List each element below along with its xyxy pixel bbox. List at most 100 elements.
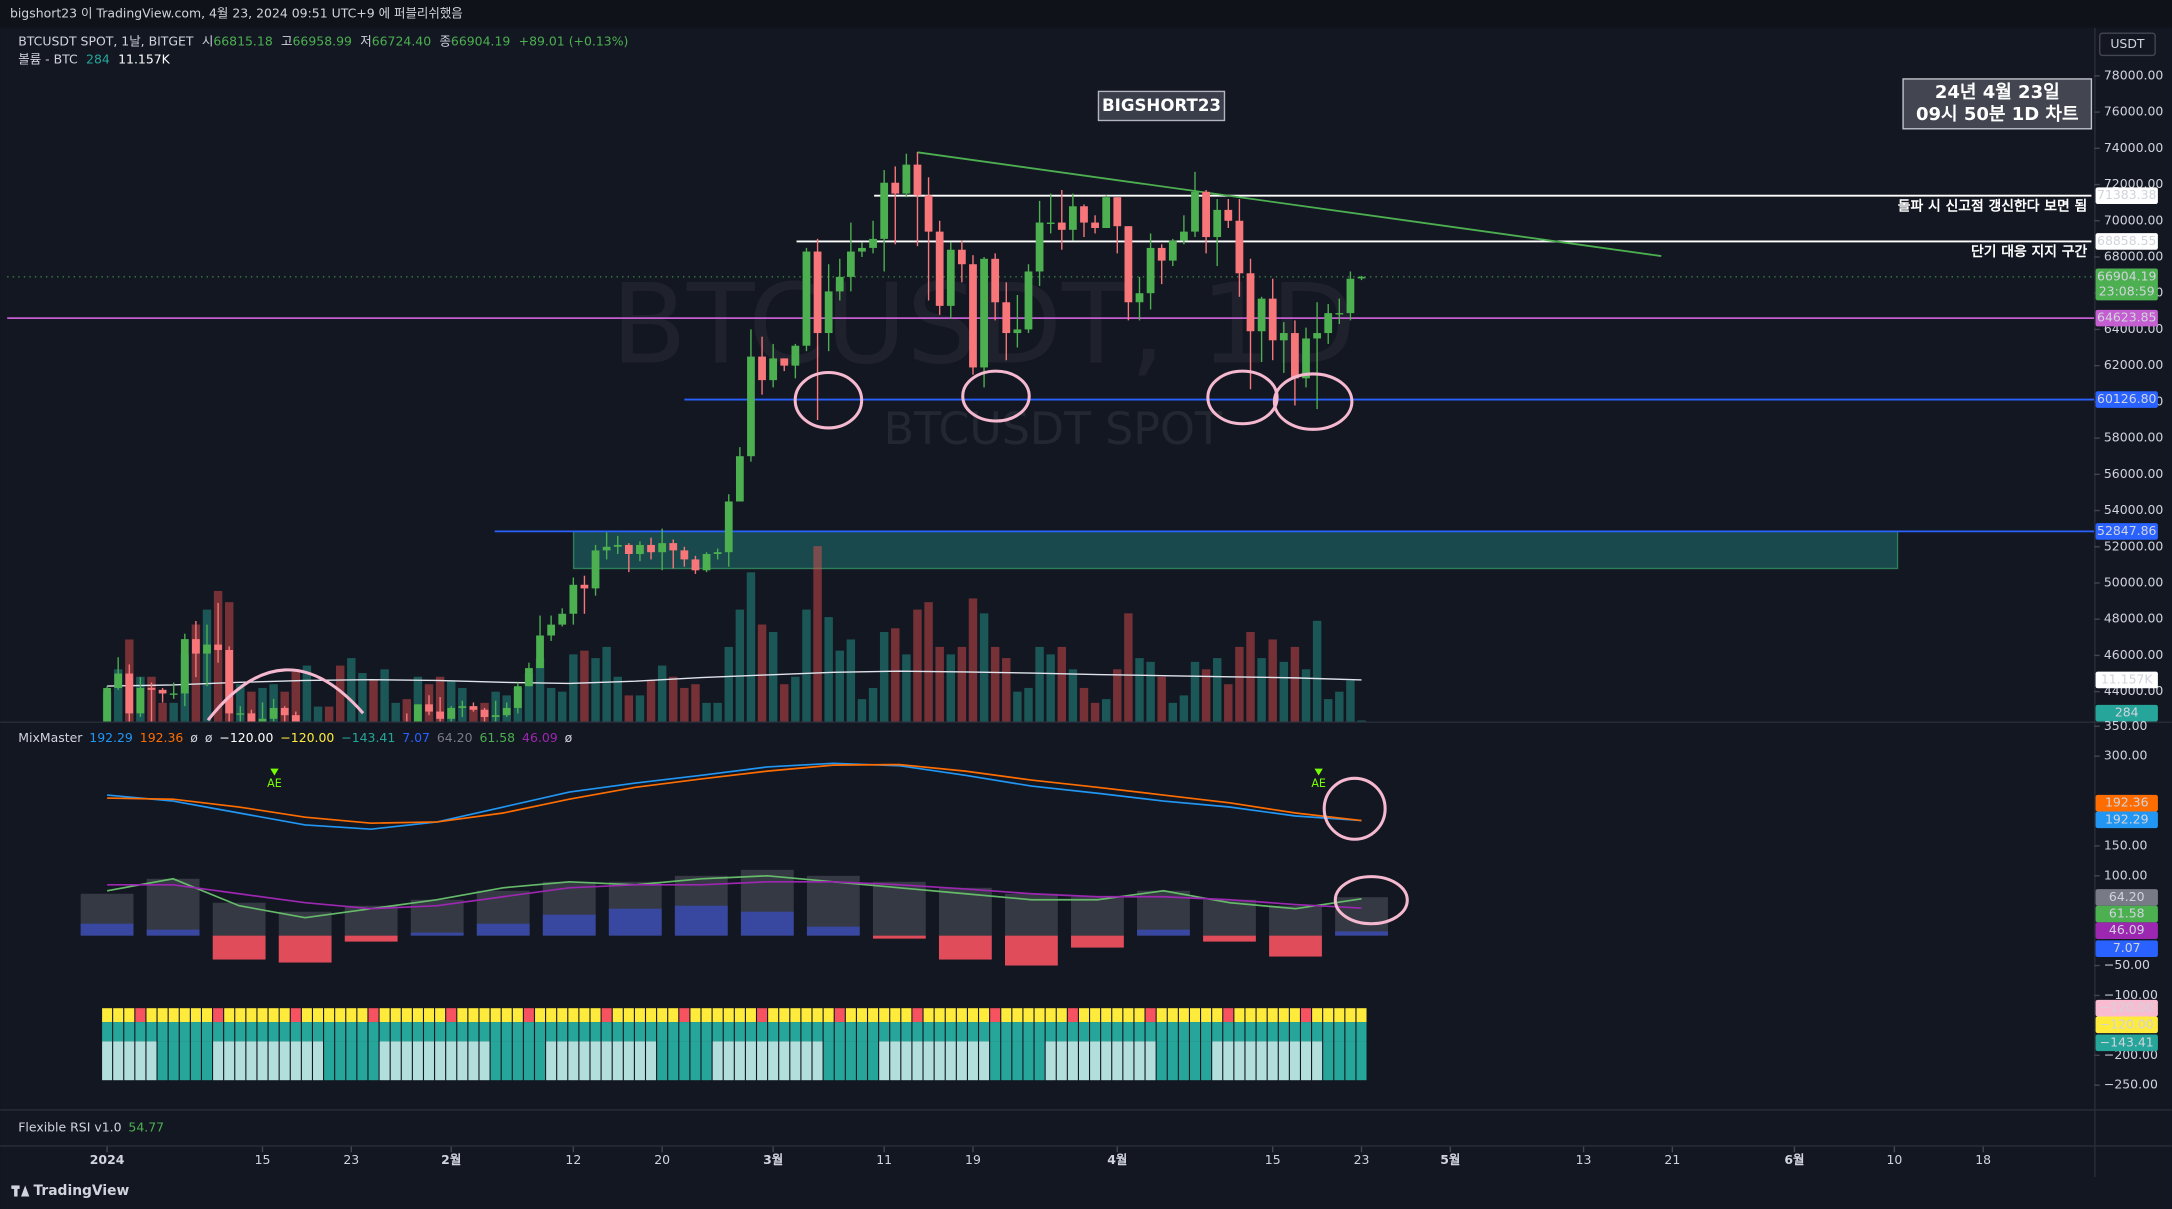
state-strip-top (790, 1008, 801, 1023)
candle-body (203, 644, 211, 654)
legend-field-value: 66815.18 (213, 33, 272, 48)
volume-bar (602, 646, 611, 722)
state-strip-top (1334, 1008, 1345, 1023)
volume-bar (1079, 687, 1089, 722)
state-strip-low (1212, 1041, 1223, 1081)
state-strip-low (1201, 1041, 1212, 1081)
state-strip-mid (179, 1022, 190, 1042)
state-strip-top (956, 1008, 967, 1023)
candle-body (1291, 333, 1299, 379)
state-strip-top (301, 1008, 312, 1023)
state-strip-mid (501, 1022, 512, 1042)
volume-bar (1201, 669, 1211, 722)
state-strip-top (1112, 1008, 1123, 1023)
state-strip-low (135, 1041, 146, 1081)
state-strip-top (590, 1008, 601, 1023)
volume-bar (469, 706, 478, 722)
volume-label-box (2095, 704, 2158, 722)
state-strip-mid (257, 1022, 268, 1042)
volume-bar (580, 650, 589, 722)
candle-body (1191, 191, 1199, 232)
state-strip-low (246, 1041, 257, 1081)
histogram-bar (1269, 935, 1322, 957)
state-strip-mid (890, 1022, 901, 1042)
y-tick-label: 62000.00 (2104, 357, 2163, 372)
state-strip-top (213, 1008, 224, 1023)
state-strip-mid (335, 1022, 346, 1042)
state-strip-mid (923, 1022, 934, 1042)
volume-bar (347, 658, 356, 722)
candle-body (214, 644, 222, 650)
legend-change: +89.01 (+0.13%) (519, 33, 629, 48)
candle-body (858, 247, 866, 252)
candle-body (835, 276, 844, 292)
state-strip-low (335, 1041, 346, 1081)
state-strip-top (490, 1008, 501, 1023)
state-strip-low (923, 1041, 934, 1081)
state-strip-low (1190, 1041, 1200, 1081)
state-strip-top (424, 1008, 435, 1023)
volume-bar (669, 676, 678, 722)
histogram-bar (1335, 931, 1388, 936)
mix-legend-value: −120.00 (219, 730, 273, 745)
candle-body (536, 635, 544, 669)
state-strip-top (357, 1008, 368, 1023)
candle-body (225, 649, 234, 714)
state-strip-low (1256, 1041, 1267, 1081)
state-strip-top (934, 1008, 945, 1023)
signal-marker (270, 768, 279, 776)
state-strip-low (1067, 1041, 1078, 1081)
y-tick-label: 68000.00 (2104, 248, 2163, 263)
volume-bar (1312, 620, 1322, 722)
candle-body (1224, 209, 1233, 221)
candle-body (491, 715, 500, 717)
volume-bar (802, 609, 811, 722)
histogram-bar (410, 932, 464, 936)
state-strip-top (690, 1008, 701, 1023)
volume-bar (1290, 646, 1300, 722)
state-strip-low (1156, 1041, 1167, 1081)
state-strip-low (1312, 1041, 1323, 1081)
candle-body (713, 552, 722, 554)
volume-bar (879, 631, 889, 722)
state-strip-mid (979, 1022, 990, 1042)
state-strip-mid (790, 1022, 801, 1042)
candle-body (1235, 220, 1244, 274)
candle-body (1102, 197, 1111, 229)
currency[interactable]: USDT (2110, 36, 2145, 51)
state-strip-mid (313, 1022, 324, 1042)
level-label-box (2095, 523, 2158, 540)
state-strip-low (1245, 1041, 1256, 1081)
state-strip-low (213, 1041, 224, 1081)
annotation: 돌파 시 신고점 갱신한다 보면 됨 (1898, 197, 2087, 214)
state-strip-top (1289, 1008, 1300, 1023)
histogram-bar (1004, 893, 1058, 936)
state-strip-top (102, 1008, 113, 1023)
state-strip-mid (1312, 1022, 1323, 1042)
state-strip-top (457, 1008, 468, 1023)
volume-bar (1224, 684, 1233, 722)
candle-body (891, 182, 900, 194)
state-strip-mid (1145, 1022, 1156, 1042)
state-strip-top (468, 1008, 479, 1023)
state-strip-mid (235, 1022, 246, 1042)
candle-body (1302, 338, 1310, 379)
state-strip-low (268, 1041, 279, 1081)
state-strip-mid (712, 1022, 723, 1042)
state-strip-mid (1278, 1022, 1289, 1042)
state-strip-mid (757, 1022, 768, 1042)
last-value-box (2095, 1016, 2158, 1034)
state-strip-low (779, 1041, 790, 1081)
histogram-bar (1071, 935, 1124, 948)
state-strip-top (1256, 1008, 1267, 1023)
state-strip-low (479, 1041, 490, 1081)
candle-body (913, 164, 922, 196)
volume-bar (1301, 669, 1311, 722)
candle-body (136, 688, 145, 714)
state-strip-low (1267, 1041, 1278, 1081)
currency-box[interactable] (2099, 32, 2156, 57)
state-strip-mid (1056, 1022, 1067, 1042)
legend: BTCUSDT SPOT, 1날, BITGET 시66815.18 고66958.… (18, 33, 628, 48)
volume-bar (813, 546, 822, 722)
indicator-line (107, 880, 1362, 910)
